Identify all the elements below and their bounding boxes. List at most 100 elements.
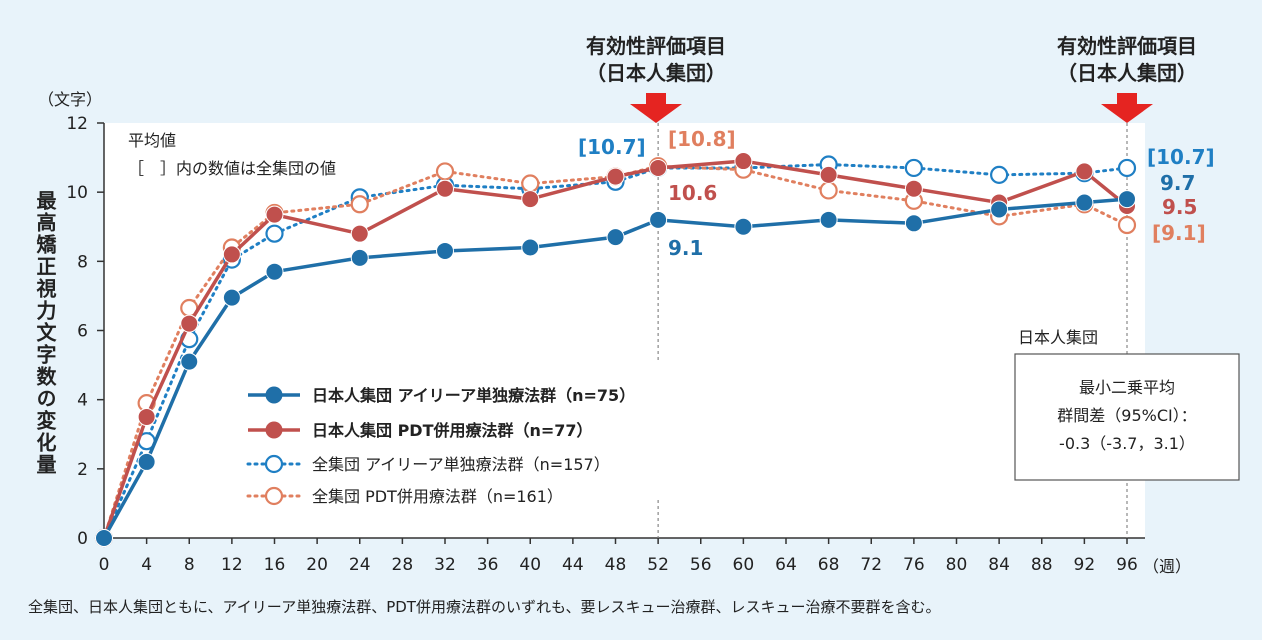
data-point [990, 165, 1009, 184]
data-point [649, 158, 668, 177]
data-point [904, 158, 923, 178]
data-point [819, 210, 838, 229]
x-tick-label: 60 [733, 555, 755, 575]
annotation-w52-jp-ailia: 9.1 [668, 236, 703, 260]
x-tick-label: 28 [392, 555, 414, 575]
arrow-down-icon [630, 93, 682, 123]
y-tick-label: 10 [66, 183, 88, 203]
data-point [606, 167, 625, 186]
legend-marker [265, 386, 283, 404]
data-point [222, 288, 241, 307]
annotation-w52-all-ailia: [10.7] [578, 135, 646, 159]
marker-label-52-line2: （日本人集団） [586, 61, 726, 85]
data-point [649, 210, 668, 229]
data-point [521, 238, 540, 257]
note-mean: 平均値 [128, 131, 176, 150]
stats-box [1014, 353, 1240, 481]
x-tick-label: 76 [903, 555, 925, 575]
data-point [606, 228, 625, 247]
x-tick-label: 36 [477, 555, 499, 575]
data-point [819, 181, 838, 200]
data-point [436, 179, 454, 198]
legend-marker [264, 486, 284, 506]
data-point [1075, 162, 1094, 181]
series-line [102, 163, 1129, 540]
y-tick-label: 2 [77, 460, 88, 480]
stats-box-line3: -0.3（-3.7，3.1） [1059, 434, 1195, 453]
x-tick-label: 52 [647, 555, 669, 575]
x-axis-unit: （週） [1143, 557, 1191, 576]
y-tick-label: 0 [77, 529, 88, 549]
data-point [265, 224, 284, 243]
data-point [1075, 193, 1094, 212]
data-point [180, 314, 199, 333]
footnote: 全集団、日本人集団ともに、アイリーア単独療法群、PDT併用療法群のいずれも、要レ… [28, 598, 941, 616]
y-tick-label: 6 [77, 322, 88, 342]
data-point [990, 200, 1009, 219]
data-point [1118, 190, 1136, 209]
legend-label: 日本人集団 PDT併用療法群（n=77） [312, 421, 593, 440]
x-tick-label: 16 [264, 555, 286, 575]
x-tick-label: 64 [775, 555, 797, 575]
x-tick-label: 48 [605, 555, 627, 575]
marker-label-96-line2: （日本人集団） [1057, 61, 1197, 85]
stats-box-line2: 群間差（95%CI）： [1057, 406, 1196, 425]
data-point [350, 224, 369, 243]
annotation-w52-all-pdt: [10.8] [668, 127, 736, 151]
annotation-w96-all-pdt: [9.1] [1152, 221, 1206, 245]
axes [97, 122, 1145, 544]
y-tick-label: 8 [77, 252, 88, 272]
series-line [102, 159, 1129, 539]
y-axis-title: 最高矯正視力文字数の変化量 [33, 190, 57, 476]
x-tick-label: 4 [141, 555, 152, 575]
x-tick-label: 20 [306, 555, 328, 575]
data-point [521, 190, 540, 209]
series-line [102, 197, 1128, 539]
data-point [137, 407, 156, 426]
legend-label: 日本人集団 アイリーア単独療法群（n=75） [312, 386, 635, 405]
x-tick-label: 56 [690, 555, 712, 575]
plot-area [104, 123, 1145, 538]
data-point [180, 352, 199, 371]
x-tick-label: 96 [1116, 555, 1138, 575]
x-tick-label: 68 [818, 555, 840, 575]
x-tick-label: 44 [562, 555, 584, 575]
x-tick-label: 40 [519, 555, 541, 575]
data-point [734, 217, 753, 236]
x-tick-label: 24 [349, 555, 371, 575]
x-tick-label: 92 [1074, 555, 1096, 575]
data-point [95, 529, 113, 547]
data-point [734, 152, 753, 171]
annotation-w96-all-ailia: [10.7] [1147, 145, 1215, 169]
legend-label: 全集団 PDT併用療法群（n=161） [312, 487, 563, 506]
series-line [102, 164, 1129, 540]
y-axis-unit: （文字） [38, 90, 102, 109]
legend-marker [264, 454, 284, 474]
marker-label-96-line1: 有効性評価項目 [1057, 34, 1197, 58]
data-point [222, 245, 241, 264]
stats-box-line1: 最小二乗平均 [1079, 378, 1175, 397]
data-point [904, 179, 923, 198]
y-tick-label: 4 [77, 391, 88, 411]
series-layer [94, 152, 1137, 548]
data-point [137, 452, 156, 471]
x-tick-label: 8 [184, 555, 195, 575]
data-point [265, 205, 284, 224]
annotation-w96-jp-pdt: 9.5 [1162, 195, 1197, 219]
x-tick-label: 12 [221, 555, 243, 575]
arrow-down-icon [1101, 93, 1153, 123]
data-point [904, 214, 923, 233]
x-tick-label: 88 [1031, 555, 1053, 575]
data-point [1117, 158, 1137, 178]
x-tick-label: 0 [99, 555, 110, 575]
annotation-w52-jp-pdt: 10.6 [668, 181, 717, 205]
note-bracket: ［ ］内の数値は全集団の値 [128, 159, 336, 178]
x-tick-label: 80 [946, 555, 968, 575]
legend-label: 全集団 アイリーア単独療法群（n=157） [312, 455, 610, 474]
data-point [350, 195, 369, 214]
data-point [350, 248, 369, 267]
legend: 日本人集団 アイリーア単独療法群（n=75） 日本人集団 PDT併用療法群（n=7… [246, 386, 635, 506]
legend-marker [265, 421, 283, 439]
